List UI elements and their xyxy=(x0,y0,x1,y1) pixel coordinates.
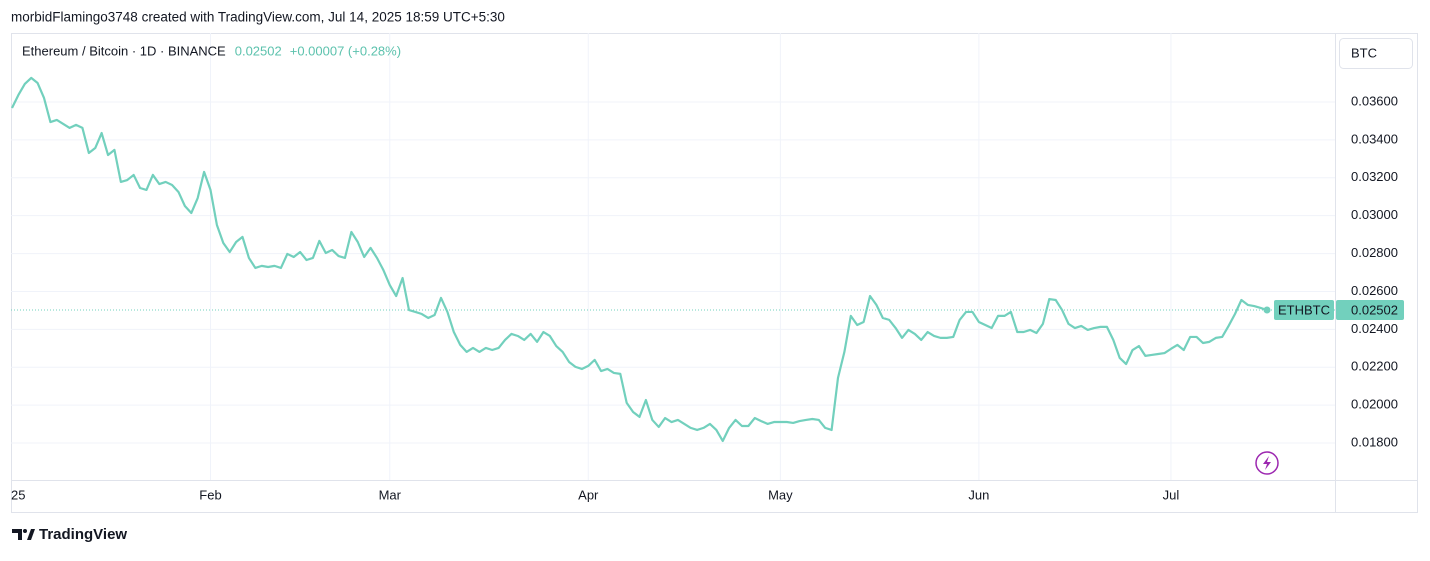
x-tick-label: Apr xyxy=(578,487,599,502)
brand-logo xyxy=(12,529,35,540)
header-caption: morbidFlamingo3748 created with TradingV… xyxy=(11,10,505,25)
currency-label[interactable]: BTC xyxy=(1351,45,1377,60)
y-tick-label: 0.02400 xyxy=(1351,321,1398,336)
x-tick-label: Mar xyxy=(379,487,402,502)
price-change: +0.00007 (+0.28%) xyxy=(290,43,401,58)
y-tick-label: 0.02800 xyxy=(1351,245,1398,260)
y-tick-label: 0.03000 xyxy=(1351,207,1398,222)
price-line xyxy=(11,76,1268,443)
y-tick-label: 0.03600 xyxy=(1351,93,1398,108)
y-tick-label: 0.01800 xyxy=(1351,434,1398,449)
price-tag xyxy=(1336,300,1404,321)
last-price: 0.02502 xyxy=(235,43,282,58)
symbol-tag-label: ETHBTC xyxy=(1278,302,1330,317)
y-tick-label: 0.03200 xyxy=(1351,169,1398,184)
x-tick-label: Jun xyxy=(968,487,989,502)
price-tag-label: 0.02502 xyxy=(1351,302,1398,317)
alert-icon[interactable] xyxy=(1255,451,1279,475)
x-tick-label: 25 xyxy=(11,487,25,502)
x-tick-label: Feb xyxy=(199,487,221,502)
x-tick-label: May xyxy=(768,487,793,502)
y-tick-label: 0.02200 xyxy=(1351,359,1398,374)
grid xyxy=(11,33,1335,480)
last-point xyxy=(1263,306,1271,314)
symbol-tag xyxy=(1274,300,1334,321)
y-tick-label: 0.02000 xyxy=(1351,397,1398,412)
symbol-title: Ethereum / Bitcoin · 1D · BINANCE xyxy=(22,43,226,58)
alert-bolt xyxy=(1263,456,1271,470)
brand-name: TradingView xyxy=(39,526,127,543)
y-tick-label: 0.02600 xyxy=(1351,283,1398,298)
y-tick-label: 0.03400 xyxy=(1351,131,1398,146)
chart-frame xyxy=(11,33,1418,513)
x-tick-label: Jul xyxy=(1163,487,1180,502)
currency-button[interactable] xyxy=(1339,38,1413,69)
